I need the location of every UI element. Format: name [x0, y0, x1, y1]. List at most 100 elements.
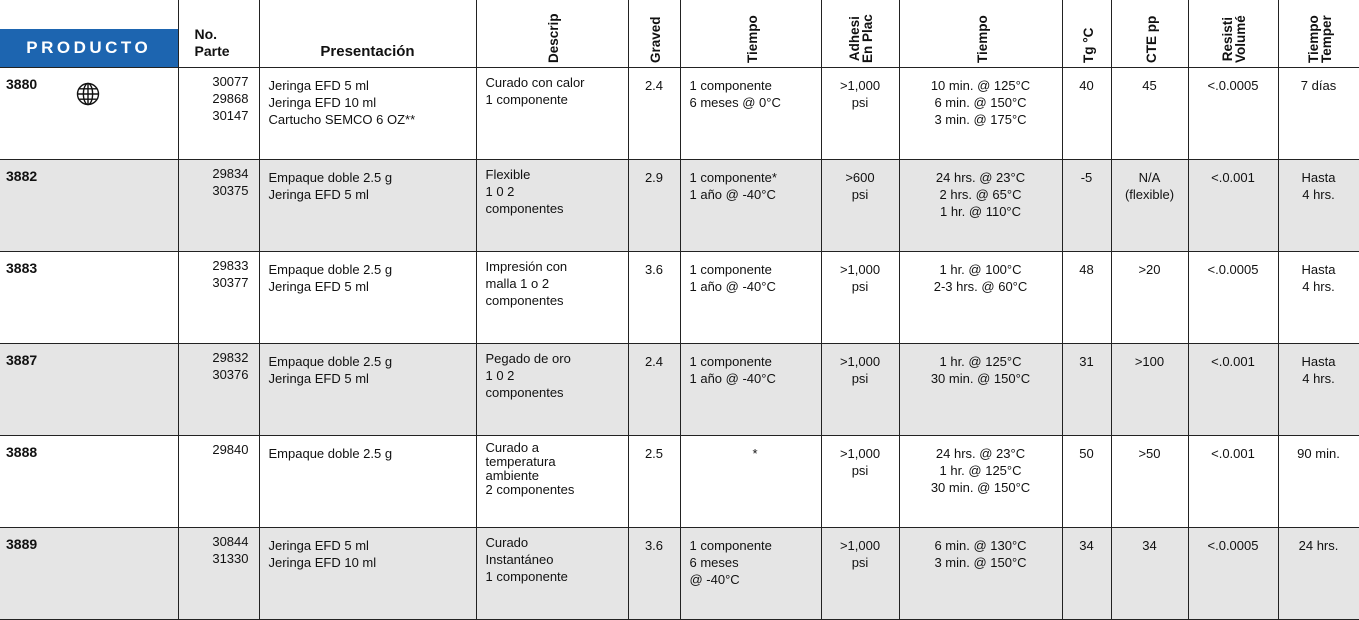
gravedad-line: 2.4 — [644, 354, 664, 369]
globe-icon — [76, 82, 100, 106]
descripcion: Flexible 1 0 2 componentes — [475, 159, 628, 252]
gravedad: 2.4 — [627, 343, 680, 436]
product-code: 3888 — [6, 444, 38, 460]
tiempo-curado: 1 hr. @ 100°C 2-3 hrs. @ 60°C — [898, 251, 1062, 344]
resistividad-line: <.0.001 — [1211, 446, 1255, 461]
product-cell: 3888 — [0, 435, 178, 528]
tiempo-vida-line: 6 meses — [689, 555, 739, 570]
resistividad: <.0.001 — [1187, 343, 1278, 436]
descripcion-line: Impresión con — [485, 259, 568, 274]
header-tg: Tg °C — [1061, 0, 1111, 68]
gravedad-line: 2.4 — [644, 78, 664, 93]
gravedad: 3.6 — [627, 251, 680, 344]
tiempo-temperatura: 24 hrs. — [1277, 527, 1359, 620]
adhesion: >1,000 psi — [820, 435, 899, 528]
tiempo-curado: 10 min. @ 125°C 6 min. @ 150°C 3 min. @ 17… — [898, 67, 1062, 160]
tiempo-temperatura: 7 días — [1277, 67, 1359, 160]
header-cte: CTE pp — [1110, 0, 1188, 68]
descripcion-line: componentes — [485, 385, 564, 400]
cte-value-line: N/A — [1138, 170, 1161, 185]
tg-value: 40 — [1061, 67, 1111, 160]
header-gravedad: Graved — [627, 0, 680, 68]
tiempo-vida: 1 componente 1 año @ -40°C — [679, 251, 821, 344]
descripcion-line: Curado — [485, 535, 529, 550]
product-code: 3882 — [6, 168, 38, 184]
tg-value-line: 48 — [1079, 262, 1094, 277]
descripcion: Impresión con malla 1 o 2 componentes — [475, 251, 628, 344]
presentacion-line: Jeringa EFD 10 ml — [268, 555, 377, 570]
tiempo-temperatura-line: 4 hrs. — [1302, 371, 1335, 386]
tiempo-curado-line: 3 min. @ 175°C — [934, 112, 1027, 127]
product-code: 3889 — [6, 536, 38, 552]
gravedad: 2.5 — [627, 435, 680, 528]
part-numbers-line: 29832 — [212, 350, 249, 365]
tiempo-vida-line: 1 año @ -40°C — [689, 187, 776, 202]
resistividad-line: <.0.0005 — [1207, 538, 1259, 553]
tiempo-temperatura-line: 4 hrs. — [1302, 279, 1335, 294]
cte-value: N/A (flexible) — [1110, 159, 1188, 252]
tiempo-temperatura-line: 7 días — [1300, 78, 1337, 93]
tg-value: 34 — [1061, 527, 1111, 620]
tg-value-line: 31 — [1079, 354, 1094, 369]
header-row: PRODUCTO No. Parte Presentación Descrip … — [0, 0, 1359, 68]
adhesion-line: >1,000 — [839, 354, 881, 369]
adhesion-line: psi — [851, 279, 869, 294]
cte-value-line: 34 — [1142, 538, 1157, 553]
tiempo-temperatura-line: Hasta — [1301, 262, 1336, 277]
tiempo-curado-line: 1 hr. @ 110°C — [939, 204, 1022, 219]
descripcion-line: Curado con calor — [485, 75, 585, 90]
part-numbers: 29834 30375 — [177, 159, 259, 252]
adhesion-line: psi — [851, 95, 869, 110]
tiempo-curado-line: 2-3 hrs. @ 60°C — [933, 279, 1028, 294]
producto-tab: PRODUCTO — [0, 29, 178, 67]
tiempo-curado-line: 24 hrs. @ 23°C — [935, 170, 1026, 185]
descripcion-line: 1 0 2 — [485, 184, 515, 199]
presentacion: Jeringa EFD 5 ml Jeringa EFD 10 ml Cartuch… — [258, 67, 476, 160]
part-numbers-line: 30376 — [212, 367, 249, 382]
tiempo-vida-line: 6 meses @ 0°C — [689, 95, 781, 110]
part-numbers-line: 30844 — [212, 534, 249, 549]
product-cell: 3889 — [0, 527, 178, 620]
tg-value: -5 — [1061, 159, 1111, 252]
cte-value-line: >20 — [1138, 262, 1161, 277]
part-numbers-line: 29834 — [212, 166, 249, 181]
tiempo-vida: 1 componente 1 año @ -40°C — [679, 343, 821, 436]
tiempo-temperatura: Hasta 4 hrs. — [1277, 251, 1359, 344]
presentacion: Empaque doble 2.5 g — [258, 435, 476, 528]
tiempo-curado-line: 30 min. @ 150°C — [930, 480, 1031, 495]
descripcion-line: componentes — [485, 293, 564, 308]
header-tiempo-vida: Tiempo — [679, 0, 821, 68]
product-cell: 3880 — [0, 67, 178, 160]
tiempo-curado-line: 2 hrs. @ 65°C — [939, 187, 1022, 202]
product-cell: 3887 — [0, 343, 178, 436]
tg-value-line: 40 — [1079, 78, 1094, 93]
tiempo-curado-line: 30 min. @ 150°C — [930, 371, 1031, 386]
resistividad: <.0.0005 — [1187, 67, 1278, 160]
descripcion-line: 1 componente — [485, 569, 568, 584]
table-row: 3889 30844 31330 Jeringa EFD 5 ml Jeringa EF… — [0, 527, 1359, 620]
product-cell: 3883 — [0, 251, 178, 344]
descripcion-line: 1 componente — [485, 92, 568, 107]
cte-value-line: >100 — [1134, 354, 1165, 369]
cte-value-line: >50 — [1138, 446, 1161, 461]
descripcion-line: Curado a — [485, 440, 539, 455]
tiempo-vida-line: * — [752, 446, 758, 461]
descripcion-line: malla 1 o 2 — [485, 276, 550, 291]
cte-value: >20 — [1110, 251, 1188, 344]
gravedad: 3.6 — [627, 527, 680, 620]
cte-value: 34 — [1110, 527, 1188, 620]
part-numbers: 29840 — [177, 435, 259, 528]
tiempo-curado-line: 1 hr. @ 100°C — [939, 262, 1022, 277]
adhesion-line: psi — [851, 463, 869, 478]
header-adhesion: Adhesi En Plac — [820, 0, 899, 68]
part-numbers-line: 29868 — [212, 91, 249, 106]
adhesion: >1,000 psi — [820, 343, 899, 436]
part-numbers-line: 30375 — [212, 183, 249, 198]
presentacion-line: Jeringa EFD 5 ml — [268, 279, 369, 294]
table-body: 3880 30077 29868 30147 Jeringa EFD 5 ml Jerin… — [0, 67, 1359, 620]
header-tiempo-temperatura: Tiempo Temper — [1277, 0, 1359, 68]
tiempo-temperatura-line: 90 min. — [1297, 446, 1340, 461]
gravedad-line: 2.9 — [644, 170, 664, 185]
tiempo-vida-line: 1 año @ -40°C — [689, 371, 776, 386]
tiempo-vida-line: 1 componente — [689, 78, 772, 93]
